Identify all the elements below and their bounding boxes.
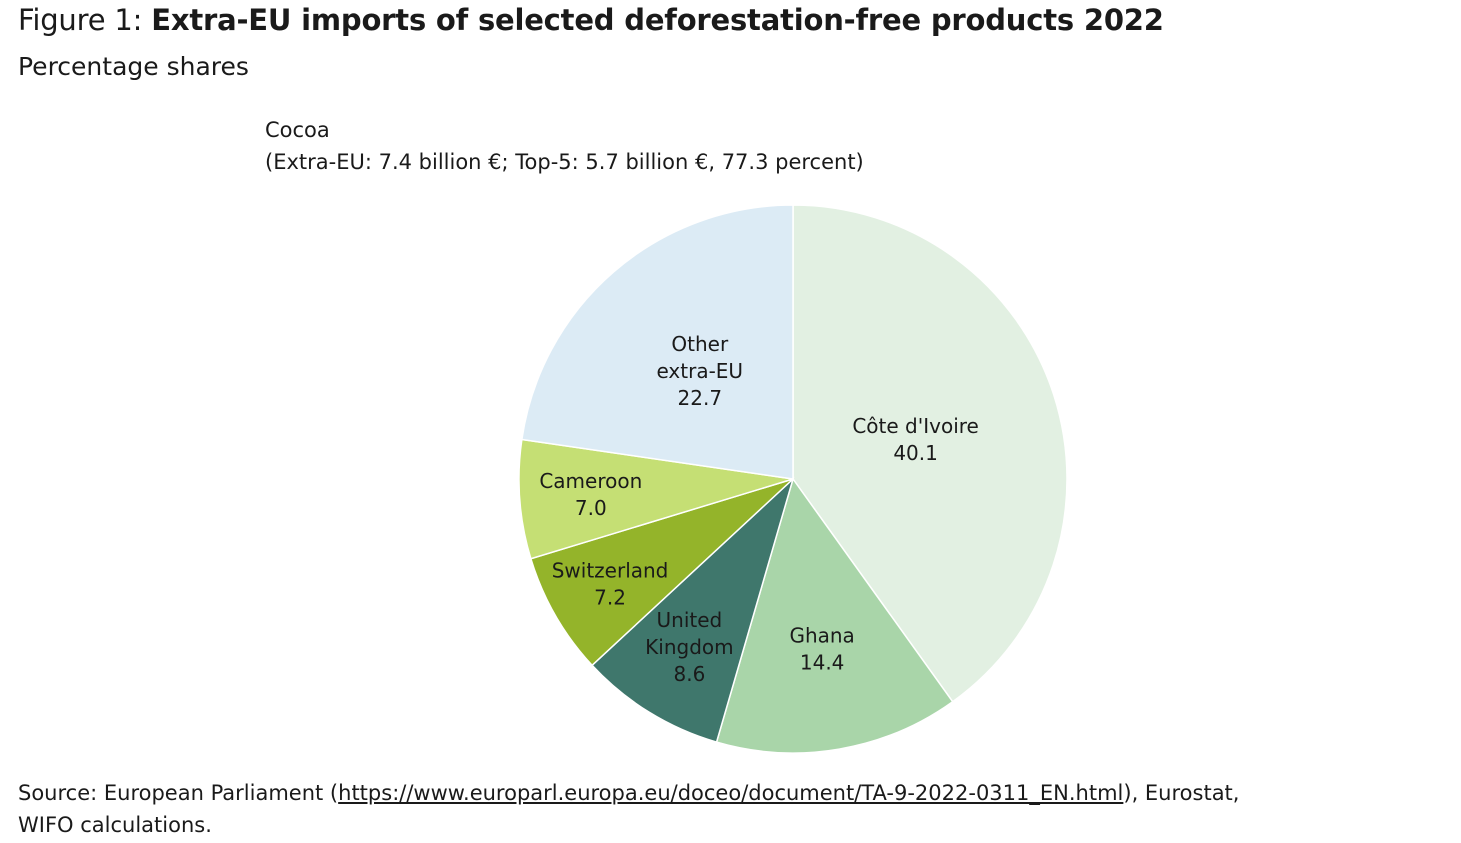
chart-subtitle: (Extra-EU: 7.4 billion €; Top-5: 5.7 bil… [265, 150, 864, 174]
pie-label-c-te-d-ivoire: Côte d'Ivoire 40.1 [852, 414, 979, 465]
figure-subtitle: Percentage shares [18, 52, 249, 81]
chart-title: Cocoa [265, 118, 330, 142]
pie-label-ghana: Ghana 14.4 [789, 624, 854, 675]
pie-slice-switzerland [529, 478, 794, 667]
figure-title: Figure 1: Extra-EU imports of selected d… [18, 3, 1164, 37]
pie-label-united-kingdom: United Kingdom 8.6 [645, 608, 733, 686]
pie-value-label: 7.0 [575, 496, 607, 520]
pie-value-label: 7.2 [594, 586, 626, 610]
source-line-1: Source: European Parliament (https://www… [18, 777, 1239, 809]
source-prefix: Source: European Parliament ( [18, 781, 339, 805]
pie-category-label: Côte d'Ivoire [852, 414, 979, 438]
chart-heading: Cocoa (Extra-EU: 7.4 billion €; Top-5: 5… [265, 114, 864, 178]
pie-category-label: United [657, 608, 723, 632]
pie-category-label: Ghana [789, 624, 854, 648]
pie-category-label: extra-EU [656, 359, 743, 383]
pie-category-label: Other [671, 332, 729, 356]
pie-label-other-extra-eu: Other extra-EU 22.7 [656, 332, 743, 410]
figure-title-text: Extra-EU imports of selected deforestati… [151, 3, 1164, 37]
pie-slices [518, 204, 1068, 754]
pie-label-cameroon: Cameroon 7.0 [539, 469, 642, 520]
source-suffix: ), Eurostat, [1123, 781, 1240, 805]
pie-slice-c-te-d-ivoire [792, 204, 1068, 703]
pie-value-label: 8.6 [673, 662, 705, 686]
pie-label-switzerland: Switzerland 7.2 [552, 559, 669, 610]
pie-value-label: 40.1 [893, 441, 938, 465]
pie-category-label: Kingdom [645, 635, 733, 659]
pie-category-label: Cameroon [539, 469, 642, 493]
pie-slice-other-extra-eu [521, 204, 794, 480]
figure-prefix: Figure 1: [18, 3, 152, 37]
pie-value-label: 14.4 [800, 651, 845, 675]
source-link[interactable]: https://www.europarl.europa.eu/doceo/doc… [338, 781, 1124, 805]
pie-category-label: Switzerland [552, 559, 669, 583]
pie-slice-ghana [715, 477, 954, 754]
pie-value-label: 22.7 [678, 386, 723, 410]
source-line-2: WIFO calculations. [18, 813, 212, 837]
source-note: Source: European Parliament (https://www… [18, 777, 1239, 841]
pie-labels: Côte d'Ivoire 40.1 Ghana 14.4 United Kingdom 8… [539, 332, 979, 686]
pie-slice-united-kingdom [591, 476, 795, 744]
